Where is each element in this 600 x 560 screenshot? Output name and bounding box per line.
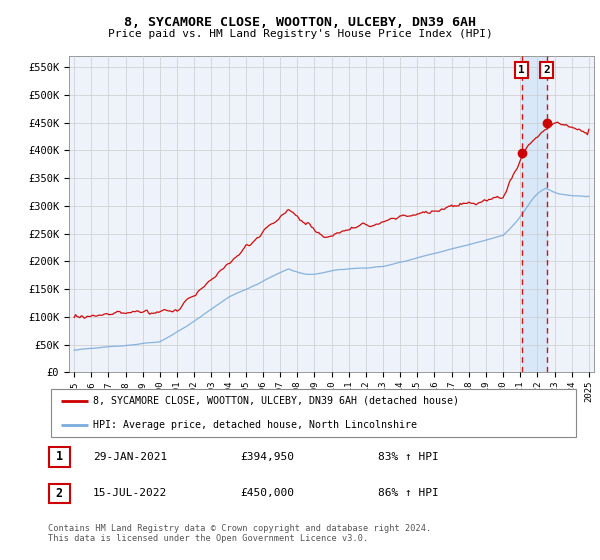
- FancyBboxPatch shape: [49, 484, 70, 503]
- Text: HPI: Average price, detached house, North Lincolnshire: HPI: Average price, detached house, Nort…: [93, 420, 417, 430]
- Text: £450,000: £450,000: [240, 488, 294, 498]
- Text: 2: 2: [543, 65, 550, 75]
- Text: 29-JAN-2021: 29-JAN-2021: [93, 452, 167, 462]
- Text: 8, SYCAMORE CLOSE, WOOTTON, ULCEBY, DN39 6AH (detached house): 8, SYCAMORE CLOSE, WOOTTON, ULCEBY, DN39…: [93, 396, 459, 406]
- Text: Price paid vs. HM Land Registry's House Price Index (HPI): Price paid vs. HM Land Registry's House …: [107, 29, 493, 39]
- Text: 2: 2: [56, 487, 63, 500]
- Text: £394,950: £394,950: [240, 452, 294, 462]
- Text: 1: 1: [518, 65, 525, 75]
- Text: 83% ↑ HPI: 83% ↑ HPI: [378, 452, 439, 462]
- Text: 15-JUL-2022: 15-JUL-2022: [93, 488, 167, 498]
- Text: 86% ↑ HPI: 86% ↑ HPI: [378, 488, 439, 498]
- Text: 8, SYCAMORE CLOSE, WOOTTON, ULCEBY, DN39 6AH: 8, SYCAMORE CLOSE, WOOTTON, ULCEBY, DN39…: [124, 16, 476, 29]
- FancyBboxPatch shape: [49, 447, 70, 466]
- Text: 1: 1: [56, 450, 63, 464]
- Bar: [521, 56, 547, 372]
- FancyBboxPatch shape: [50, 389, 577, 437]
- Text: Contains HM Land Registry data © Crown copyright and database right 2024.
This d: Contains HM Land Registry data © Crown c…: [48, 524, 431, 543]
